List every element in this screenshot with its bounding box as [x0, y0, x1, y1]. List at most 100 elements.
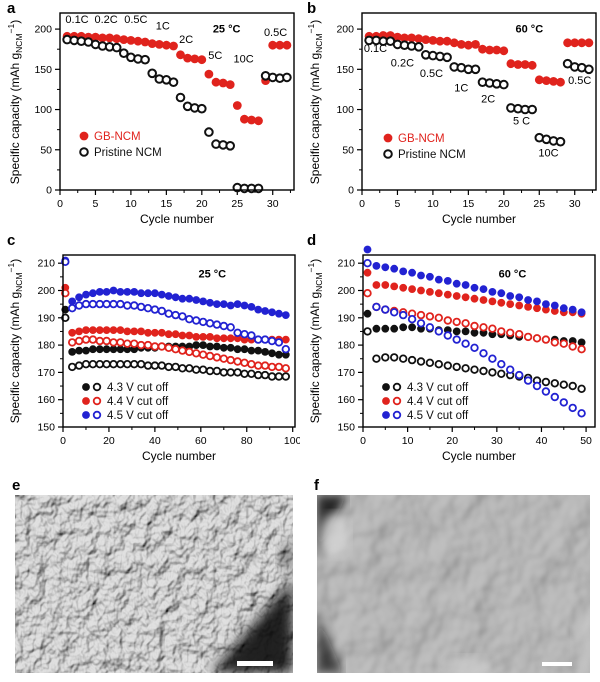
chart-a-canvas: 0 5 10 15 20 25 30 0 50 100 150 200 0.1C 0.2C 0.5C 1C 2C…: [34, 12, 295, 226]
panel-letter-a: a: [7, 0, 16, 17]
svg-text:30: 30: [569, 198, 581, 210]
svg-text:40: 40: [149, 435, 161, 447]
svg-text:40: 40: [536, 435, 548, 447]
panel-letter-d: d: [307, 232, 317, 249]
svg-text:190: 190: [337, 312, 355, 324]
chart-d-canvas: 0 10 20 30 40 50 150 160 170 180 190 200 210 60 °C 4.3…: [337, 245, 596, 463]
chart-panel-c: c 0 20 40 60 80 100 150 160 170 180 190 200 210 25 °C 4…: [0, 232, 300, 482]
svg-text:0.2C: 0.2C: [94, 14, 117, 26]
svg-text:Cycle number: Cycle number: [442, 449, 516, 463]
y-axis-label-d: Specific capacity (mAh gNCM−1): [306, 258, 324, 424]
svg-text:25: 25: [533, 198, 545, 210]
svg-text:150: 150: [336, 64, 354, 76]
svg-text:Cycle number: Cycle number: [142, 449, 216, 463]
svg-text:0.5C: 0.5C: [420, 68, 443, 80]
svg-text:180: 180: [37, 340, 55, 352]
svg-text:1C: 1C: [156, 20, 170, 32]
svg-text:25 °C: 25 °C: [198, 269, 226, 281]
svg-text:0.5C: 0.5C: [124, 14, 147, 26]
svg-text:80: 80: [241, 435, 253, 447]
sem-image-f: [317, 495, 590, 673]
svg-text:150: 150: [37, 422, 55, 434]
svg-text:4.3 V cut off: 4.3 V cut off: [407, 382, 469, 394]
svg-text:Pristine NCM: Pristine NCM: [94, 147, 162, 159]
sem-image-e: [15, 495, 293, 673]
chart-panel-a: a 0 5 10 15 20 25 30 0 50 100 150 200 0.1C 0.2C 0.5C 1C 2…: [0, 0, 300, 232]
panel-letter-f: f: [314, 477, 319, 494]
svg-text:50: 50: [342, 144, 354, 156]
svg-text:20: 20: [103, 435, 115, 447]
svg-text:0.1C: 0.1C: [364, 43, 387, 55]
svg-text:5C: 5C: [208, 50, 222, 62]
svg-text:15: 15: [463, 198, 475, 210]
svg-text:160: 160: [337, 394, 355, 406]
y-axis-label-c: Specific capacity (mAh gNCM−1): [6, 258, 24, 424]
svg-text:15: 15: [161, 198, 173, 210]
svg-text:100: 100: [336, 104, 354, 116]
svg-text:30: 30: [267, 198, 279, 210]
svg-text:60 °C: 60 °C: [499, 269, 527, 281]
svg-text:180: 180: [337, 340, 355, 352]
svg-text:0.5C: 0.5C: [568, 75, 591, 87]
svg-text:100: 100: [284, 435, 300, 447]
svg-text:200: 200: [34, 24, 52, 36]
svg-text:0.2C: 0.2C: [391, 57, 414, 69]
chart-panel-b: b 0 5 10 15 20 25 30 0 50 100 150 200 60 °C 0.1C 0.2C 0.…: [300, 0, 600, 232]
svg-text:200: 200: [336, 24, 354, 36]
svg-text:0: 0: [359, 198, 365, 210]
sem-texture-f: [317, 495, 590, 673]
svg-text:0: 0: [60, 435, 66, 447]
svg-text:4.3 V cut off: 4.3 V cut off: [107, 382, 169, 394]
svg-text:60 °C: 60 °C: [516, 24, 544, 36]
svg-text:170: 170: [37, 367, 55, 379]
svg-text:100: 100: [34, 104, 52, 116]
svg-text:210: 210: [37, 258, 55, 270]
y-axis-label-b: Specific capacity (mAh gNCM−1): [306, 19, 324, 184]
svg-text:25: 25: [231, 198, 243, 210]
svg-text:2C: 2C: [481, 94, 495, 106]
svg-text:0: 0: [57, 198, 63, 210]
svg-text:150: 150: [337, 422, 355, 434]
svg-text:0: 0: [360, 435, 366, 447]
chart-c-canvas: 0 20 40 60 80 100 150 160 170 180 190 200 210 25 °C 4.…: [37, 254, 300, 463]
svg-text:10C: 10C: [538, 147, 558, 159]
svg-text:20: 20: [498, 198, 510, 210]
svg-text:0: 0: [348, 185, 354, 197]
svg-text:50: 50: [580, 435, 592, 447]
svg-text:170: 170: [337, 367, 355, 379]
svg-text:2C: 2C: [179, 34, 193, 46]
svg-text:GB-NCM: GB-NCM: [398, 133, 445, 145]
svg-text:20: 20: [446, 435, 458, 447]
svg-text:190: 190: [37, 312, 55, 324]
svg-text:4.4 V cut off: 4.4 V cut off: [407, 396, 469, 408]
svg-text:150: 150: [34, 64, 52, 76]
svg-text:5: 5: [395, 198, 401, 210]
svg-text:4.5 V cut off: 4.5 V cut off: [107, 410, 169, 422]
svg-text:20: 20: [196, 198, 208, 210]
chart-b-canvas: 0 5 10 15 20 25 30 0 50 100 150 200 60 °C 0.1C 0.2C 0.5…: [336, 12, 597, 226]
svg-text:4.5 V cut off: 4.5 V cut off: [407, 410, 469, 422]
svg-text:Cycle number: Cycle number: [442, 212, 516, 226]
svg-text:30: 30: [491, 435, 503, 447]
svg-text:4.4 V cut off: 4.4 V cut off: [107, 396, 169, 408]
svg-text:Cycle number: Cycle number: [140, 212, 214, 226]
svg-text:10C: 10C: [234, 53, 254, 65]
svg-text:Pristine NCM: Pristine NCM: [398, 149, 466, 161]
svg-text:60: 60: [195, 435, 207, 447]
svg-text:25 °C: 25 °C: [213, 24, 241, 36]
svg-text:0: 0: [46, 185, 52, 197]
chart-panel-d: d 0 10 20 30 40 50 150 160 170 180 190 200 210 60 °C 4.…: [300, 232, 600, 482]
svg-text:50: 50: [40, 144, 52, 156]
svg-text:10: 10: [125, 198, 137, 210]
svg-text:5: 5: [93, 198, 99, 210]
svg-text:5 C: 5 C: [513, 115, 530, 127]
scale-bar-e: [237, 661, 273, 666]
y-axis-label-a: Specific capacity (mAh gNCM−1): [6, 19, 24, 184]
svg-text:GB-NCM: GB-NCM: [94, 131, 141, 143]
scale-bar-f: [542, 661, 572, 666]
svg-text:0.5C: 0.5C: [264, 27, 287, 39]
svg-text:200: 200: [37, 285, 55, 297]
svg-text:0.1C: 0.1C: [65, 14, 88, 26]
svg-text:160: 160: [37, 394, 55, 406]
